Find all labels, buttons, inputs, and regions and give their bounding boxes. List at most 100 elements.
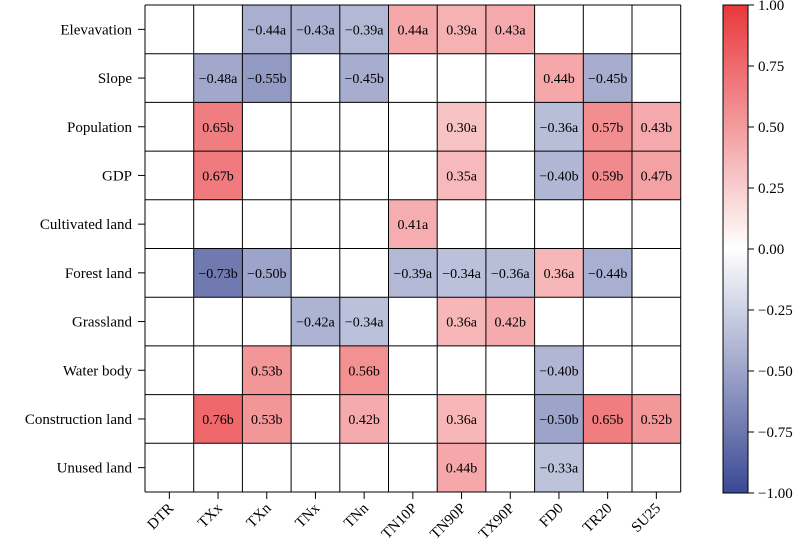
column-label: TXn bbox=[244, 500, 275, 531]
cell-value-label: 0.43a bbox=[495, 23, 527, 38]
heatmap-cell bbox=[291, 5, 340, 54]
heatmap-cell bbox=[242, 297, 292, 346]
colorbar-tick-label: −1.00 bbox=[758, 486, 793, 502]
row-label: Water body bbox=[63, 363, 133, 379]
cell-value-label: 0.65b bbox=[202, 121, 234, 136]
heatmap-cell bbox=[437, 199, 486, 249]
cell-value-label: −0.34a bbox=[442, 267, 481, 282]
heatmap-cell bbox=[145, 151, 194, 200]
cell-value-label: 0.36a bbox=[446, 316, 478, 331]
heatmap-cell bbox=[437, 248, 486, 298]
heatmap-cell bbox=[437, 151, 486, 200]
cell-value-label: 0.44b bbox=[446, 462, 478, 477]
heatmap-cell bbox=[534, 248, 584, 298]
heatmap-cell bbox=[291, 443, 340, 492]
heatmap-cell bbox=[583, 199, 632, 249]
cell-value-label: 0.44b bbox=[543, 72, 575, 87]
heatmap-cell bbox=[534, 5, 584, 54]
cell-value-label: 0.53b bbox=[251, 364, 283, 379]
heatmap-cell bbox=[534, 102, 584, 152]
heatmap-cell bbox=[145, 443, 194, 492]
heatmap-cell bbox=[632, 102, 681, 152]
heatmap-cell bbox=[437, 345, 486, 395]
column-label: TN10P bbox=[379, 501, 421, 543]
heatmap-cell bbox=[193, 151, 243, 200]
heatmap-cell bbox=[339, 151, 389, 200]
column-label: TNn bbox=[341, 500, 372, 531]
column-label: TXx bbox=[195, 500, 226, 531]
heatmap-cell bbox=[485, 443, 535, 492]
cell-value-label: −0.43a bbox=[296, 23, 335, 38]
heatmap-cell bbox=[388, 443, 438, 492]
heatmap-cell bbox=[291, 199, 340, 249]
heatmap-cell bbox=[485, 5, 535, 54]
heatmap-cell bbox=[339, 102, 389, 152]
cell-value-label: 0.41a bbox=[397, 218, 429, 233]
heatmap-cell bbox=[388, 297, 438, 346]
heatmap-cell bbox=[583, 297, 632, 346]
cell-value-label: −0.34a bbox=[345, 316, 384, 331]
heatmap-cell bbox=[291, 297, 340, 346]
cell-value-label: 0.47b bbox=[641, 169, 673, 184]
row-label: Construction land bbox=[25, 412, 133, 428]
heatmap-cell bbox=[632, 199, 681, 249]
heatmap-cell bbox=[485, 345, 535, 395]
heatmap-cell bbox=[291, 394, 340, 444]
colorbar-tick-label: 0.50 bbox=[758, 120, 784, 136]
colorbar-tick-label: 0.75 bbox=[758, 59, 784, 75]
heatmap-cell bbox=[583, 102, 632, 152]
cell-value-label: −0.42a bbox=[296, 316, 335, 331]
heatmap-cell bbox=[437, 53, 486, 103]
row-label: GDP bbox=[102, 168, 132, 184]
cell-value-label: 0.57b bbox=[592, 121, 624, 136]
column-label: DTR bbox=[145, 501, 178, 534]
heatmap-cell bbox=[534, 151, 584, 200]
heatmap-cell bbox=[242, 248, 292, 298]
cell-value-label: −0.40b bbox=[539, 169, 578, 184]
cell-value-label: 0.42b bbox=[348, 413, 380, 428]
heatmap-cell bbox=[632, 151, 681, 200]
heatmap-cells: −0.44a −0.43a −0.39a 0.44a 0.39a 0.43a−0.48a −… bbox=[145, 5, 681, 492]
cell-value-label: −0.44b bbox=[588, 267, 627, 282]
column-label: TR20 bbox=[580, 501, 615, 536]
heatmap-cell bbox=[193, 394, 243, 444]
heatmap-cell bbox=[193, 248, 243, 298]
heatmap-cell bbox=[485, 394, 535, 444]
heatmap-cell bbox=[388, 199, 438, 249]
cell-value-label: 0.76b bbox=[202, 413, 234, 428]
heatmap-cell bbox=[339, 345, 389, 395]
heatmap-cell bbox=[632, 53, 681, 103]
heatmap-cell bbox=[632, 297, 681, 346]
heatmap-cell bbox=[145, 53, 194, 103]
heatmap-cell bbox=[485, 297, 535, 346]
cell-value-label: 0.67b bbox=[202, 169, 234, 184]
cell-value-label: −0.39a bbox=[394, 267, 433, 282]
heatmap-cell bbox=[339, 443, 389, 492]
cell-value-label: −0.45b bbox=[588, 72, 627, 87]
cell-value-label: 0.59b bbox=[592, 169, 624, 184]
cell-value-label: −0.36a bbox=[540, 121, 579, 136]
colorbar: 1.00 0.75 0.50 0.25 0.00 −0.25 −0.50 −0.75 −1.00 bbox=[722, 0, 793, 502]
column-label: SU25 bbox=[629, 501, 664, 536]
heatmap-cell bbox=[145, 248, 194, 298]
cell-value-label: 0.56b bbox=[348, 364, 380, 379]
heatmap-cell bbox=[534, 53, 584, 103]
heatmap-cell bbox=[242, 151, 292, 200]
heatmap-cell bbox=[632, 443, 681, 492]
heatmap-cell bbox=[632, 345, 681, 395]
heatmap-cell bbox=[242, 394, 292, 444]
cell-value-label: −0.36a bbox=[491, 267, 530, 282]
heatmap-cell bbox=[193, 102, 243, 152]
heatmap-cell bbox=[193, 5, 243, 54]
heatmap-cell bbox=[437, 394, 486, 444]
heatmap-cell bbox=[583, 151, 632, 200]
heatmap-cell bbox=[388, 248, 438, 298]
heatmap-cell bbox=[388, 394, 438, 444]
row-label: Forest land bbox=[65, 266, 133, 282]
heatmap-cell bbox=[291, 151, 340, 200]
heatmap-cell bbox=[534, 199, 584, 249]
heatmap-cell bbox=[583, 53, 632, 103]
heatmap-cell bbox=[485, 102, 535, 152]
cell-value-label: 0.43b bbox=[641, 121, 673, 136]
